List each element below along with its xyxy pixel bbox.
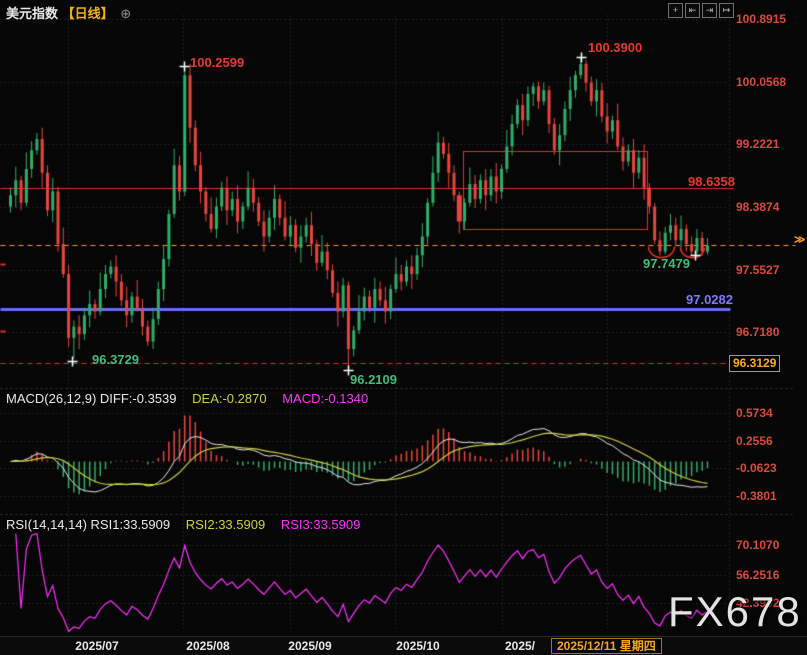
rsi-axis-label: 42.3962 (736, 596, 780, 610)
time-axis-label: 2025/09 (288, 639, 332, 653)
macd-axis-label: -0.3801 (736, 489, 777, 503)
price-callout-label: 100.3900 (588, 40, 643, 55)
time-axis-label: 2025/07 (75, 639, 119, 653)
time-axis-label: 2025/10 (396, 639, 440, 653)
rsi2-label: RSI2:33.5909 (185, 517, 266, 532)
watermark: FX678 (668, 588, 802, 635)
price-callout-label: 97.7479 (643, 256, 690, 271)
price-axis-label: 100.8915 (736, 12, 787, 26)
macd-axis-label: -0.0623 (736, 461, 777, 475)
macd-value-label: MACD:-0.1340 (282, 391, 369, 406)
exit-chart-icon[interactable]: ↦ (719, 3, 734, 18)
time-axis[interactable]: 2025/07 2025/08 2025/09 2025/10 2025/ 2025/1… (0, 636, 807, 655)
add-indicator-icon[interactable]: ⊕ (120, 6, 132, 21)
price-axis-label: 97.5527 (736, 262, 780, 277)
macd-title-label: MACD(26,12,9) DIFF:-0.3539 (6, 391, 177, 406)
macd-indicator-row: MACD(26,12,9) DIFF:-0.3539 DEA:-0.2870 M… (6, 391, 380, 406)
time-axis-label: 2025/ (504, 639, 536, 653)
price-callout-label: 97.0282 (686, 292, 733, 307)
time-axis-label: 2025/08 (186, 639, 230, 653)
price-callout-label: 100.2599 (190, 55, 245, 70)
price-axis-icon[interactable]: ⇤ (685, 3, 700, 18)
price-callout-label: 98.6358 (688, 174, 735, 189)
current-price-marker-icon: ≫ (794, 234, 806, 246)
price-callout-label: 96.3729 (92, 352, 139, 367)
macd-dea-label: DEA:-0.2870 (192, 391, 267, 406)
timeframe-label: 【日线】 (61, 6, 114, 21)
price-axis-label: 96.7180 (736, 325, 780, 340)
rsi-axis-label: 70.1070 (736, 538, 780, 552)
rsi3-label: RSI3:33.5909 (280, 517, 361, 532)
time-axis-icon[interactable]: ⇥ (702, 3, 717, 18)
chart-title: 美元指数 【日线】 ⊕ (6, 3, 131, 22)
axis-boxed-price-label: 96.3129 (729, 354, 781, 372)
price-axis-label: 98.3874 (736, 199, 780, 214)
chart-toolbar: + ⇤ ⇥ ↦ (668, 3, 734, 18)
pan-icon[interactable]: + (668, 3, 683, 18)
cursor-date-label: 2025/12/11 星期四 (551, 638, 662, 654)
symbol-name: 美元指数 (6, 6, 59, 21)
rsi-axis-label: 56.2516 (736, 568, 780, 582)
price-callout-label: 96.2109 (350, 372, 397, 387)
macd-axis-label: 0.5734 (736, 406, 773, 420)
price-axis-label: 100.0568 (736, 74, 787, 89)
price-axis-label: 99.2221 (736, 137, 780, 152)
rsi-title-label: RSI(14,14,14) RSI1:33.5909 (6, 517, 171, 532)
macd-axis-label: 0.2556 (736, 434, 773, 448)
rsi-indicator-row: RSI(14,14,14) RSI1:33.5909 RSI2:33.5909 … (6, 517, 372, 532)
